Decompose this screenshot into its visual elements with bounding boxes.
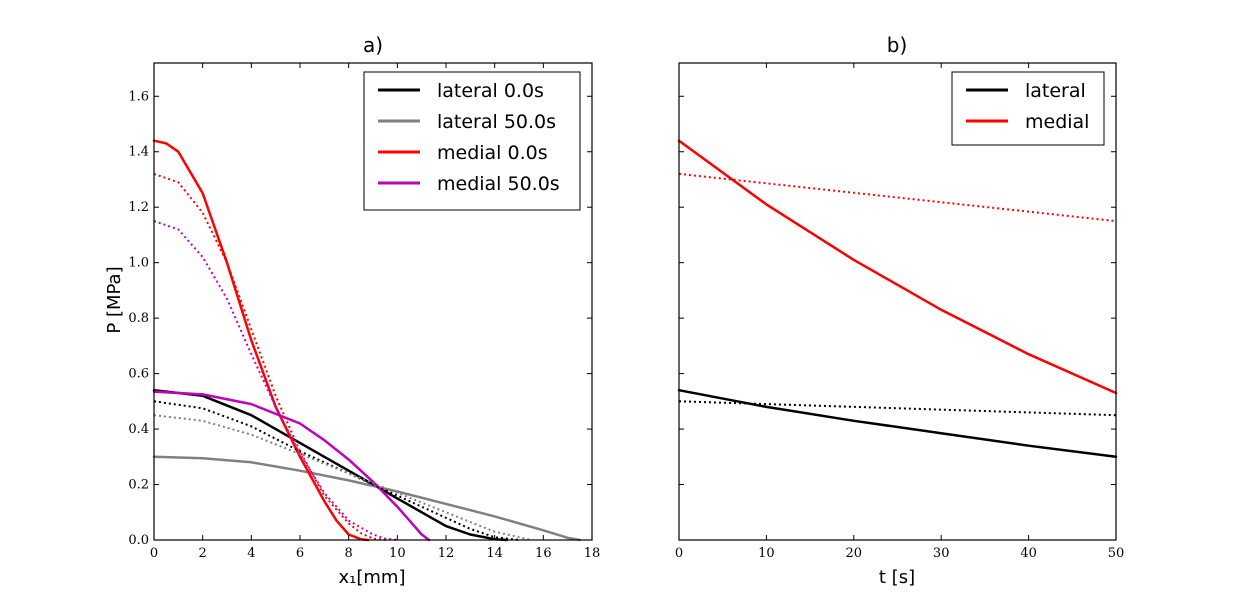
panel-a-xtick-label: 8 [345, 546, 353, 561]
panel-a-ytick-label: 1.2 [128, 200, 149, 215]
panel-a-xtick-label: 2 [199, 546, 207, 561]
panel-a-series-6-dotted [153, 172, 386, 541]
panel-a-legend-label: medial 50.0s [437, 173, 560, 195]
panel-b-legend-box [951, 71, 1105, 146]
panel-a-series-3-line [152, 390, 431, 542]
panel-a-legend-label: lateral 50.0s [437, 111, 556, 133]
panel-a-series-1-line [152, 455, 582, 542]
panel-b-series-3-dotted [678, 172, 1117, 223]
panel-a-xtick-label: 14 [486, 546, 503, 561]
panel-b-axes-frame [678, 62, 1117, 541]
panel-a-plot-area: 0 2 4 6 8 10 12 14 16 18 0.0 0.2 0.4 0.6 0.8 1.0 1.2 1.4 1… [128, 62, 601, 561]
panel-b-title: b) [887, 33, 908, 57]
panel-b-legend-label: medial [1025, 111, 1089, 133]
panel-a-xtick-label: 16 [535, 546, 552, 561]
panel-a-xtick-label: 4 [247, 546, 255, 561]
panel-b-legend: lateral medial [951, 71, 1105, 146]
panel-a-series-0-line [152, 388, 509, 542]
panel-a-xtick-label: 10 [389, 546, 406, 561]
panel-a-ytick-label: 0.4 [128, 422, 149, 437]
panel-a-series-5-dotted [153, 414, 532, 541]
panel-a-xtick-label: 18 [584, 546, 601, 561]
panel-b-xtick-label: 50 [1108, 546, 1125, 561]
panel-a-ytick-label: 0.6 [128, 367, 149, 382]
panel-a-xlabel: x₁[mm] [339, 567, 406, 588]
panel-b-series-1-line [677, 139, 1118, 395]
panel-b-legend-label: lateral [1025, 80, 1086, 102]
panel-a: a) x₁[mm] P [MPa] 0 2 4 6 8 10 12 14 16 180.00.20… [104, 33, 600, 588]
panel-b-xtick-label: 0 [675, 546, 683, 561]
panel-a-ytick-label: 0.8 [128, 311, 149, 326]
panel-a-ytick-label: 0.0 [128, 533, 149, 548]
panel-b: b) t [s] 0 10 20 30 40 50 lateral medial [675, 33, 1124, 588]
panel-a-legend-label: medial 0.0s [437, 142, 548, 164]
panel-b-series-0-line [677, 388, 1118, 459]
panel-b-xtick-label: 20 [846, 546, 863, 561]
panel-b-plot-area: 0 10 20 30 40 50 [675, 62, 1125, 561]
panel-a-series-7-dotted [153, 220, 398, 541]
panel-b-xtick-label: 30 [933, 546, 950, 561]
panel-a-xtick-label: 6 [296, 546, 304, 561]
panel-a-legend-label: lateral 0.0s [437, 80, 544, 102]
panel-a-ytick-label: 0.2 [128, 478, 149, 493]
panel-a-ytick-label: 1.4 [128, 145, 149, 160]
panel-a-legend-box [363, 71, 581, 211]
panel-a-ytick-label: 1.6 [128, 89, 149, 104]
panel-b-xtick-label: 40 [1020, 546, 1037, 561]
panel-a-xtick-label: 12 [438, 546, 455, 561]
panel-b-xlabel: t [s] [879, 567, 915, 588]
panel-a-xtick-label: 0 [150, 546, 158, 561]
panel-a-ytick-label: 1.0 [128, 256, 149, 271]
panel-a-series-2-line [152, 139, 370, 542]
panel-a-axes-frame [153, 62, 593, 541]
panel-b-xtick-label: 10 [758, 546, 775, 561]
panel-a-title: a) [363, 33, 383, 57]
panel-a-ylabel: P [MPa] [104, 266, 125, 333]
panel-a-series-4-dotted [153, 400, 520, 541]
panel-a-legend: lateral 0.0s lateral 50.0s medial 0.0s medi… [363, 71, 581, 211]
panel-b-series-2-dotted [678, 400, 1117, 417]
